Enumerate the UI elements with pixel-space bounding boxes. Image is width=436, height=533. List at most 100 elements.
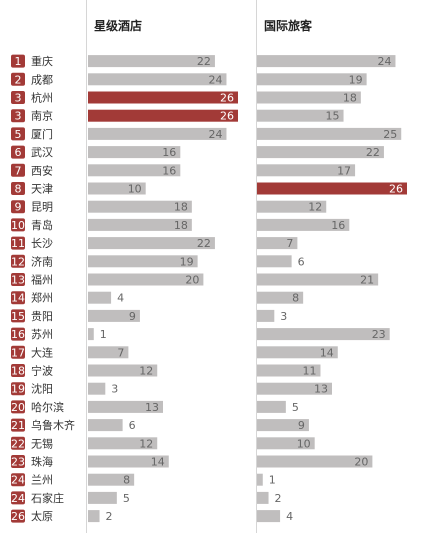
tourists-bar (257, 419, 309, 432)
tourists-bar (257, 91, 361, 104)
tourists-value-label: 22 (366, 146, 380, 159)
tourists-bar (257, 273, 379, 286)
ranking-rows: 1 重庆 22 242 成都 24 193 杭州 26 183 南京 26 155 厦门 24 256 武汉 16… (11, 54, 407, 523)
city-label: 天津 (31, 183, 53, 196)
tourists-value-label: 8 (292, 292, 299, 305)
tourists-bar (257, 437, 315, 450)
tourists-bar (257, 328, 390, 341)
hotels-value-label: 10 (128, 183, 142, 196)
hotels-bar (88, 491, 117, 504)
hotels-value-label: 3 (111, 383, 118, 396)
tourists-value-label: 17 (337, 164, 351, 177)
rank-badge (11, 72, 25, 86)
hotels-bar (88, 291, 112, 304)
rank-badge (11, 473, 25, 487)
rank-label: 21 (11, 419, 25, 432)
rank-badge (11, 109, 25, 123)
city-label: 郑州 (31, 291, 53, 305)
hotels-value-label: 19 (180, 255, 194, 268)
tourists-value-label: 10 (297, 437, 311, 450)
column-title-tourists: 国际旅客 (264, 18, 313, 33)
hotels-bar (88, 73, 227, 86)
rank-badge (11, 418, 25, 432)
chart-row: 12 济南 19 6 (11, 254, 305, 268)
hotels-value-label: 8 (123, 474, 130, 487)
hotels-value-label: 9 (129, 310, 136, 323)
rank-label: 1 (15, 55, 22, 68)
hotels-bar (88, 255, 198, 268)
hotels-value-label: 13 (145, 401, 159, 414)
rank-badge (11, 200, 25, 214)
tourists-bar (257, 182, 407, 195)
rank-label: 11 (11, 237, 25, 250)
hotels-value-label: 5 (123, 492, 130, 505)
hotels-bar (88, 473, 135, 486)
tourists-value-label: 13 (314, 383, 328, 396)
rank-label: 15 (11, 310, 25, 323)
chart-row: 1 重庆 22 24 (11, 54, 396, 68)
hotels-value-label: 22 (197, 55, 211, 68)
hotels-value-label: 16 (162, 164, 176, 177)
hotels-bar (88, 400, 163, 413)
rank-badge (11, 91, 25, 104)
chart-row: 26 太原 2 4 (11, 509, 293, 523)
tourists-bar (257, 473, 263, 486)
hotels-bar (88, 437, 158, 450)
chart-row: 8 天津 10 26 (11, 182, 407, 196)
city-label: 福州 (31, 273, 53, 287)
city-label: 宁波 (31, 364, 53, 378)
hotels-value-label: 1 (100, 328, 107, 341)
rank-label: 13 (11, 274, 25, 287)
chart-row: 16 苏州 1 23 (11, 327, 390, 341)
chart-row: 9 昆明 18 12 (11, 200, 327, 214)
rank-label: 24 (11, 492, 25, 505)
tourists-bar (257, 382, 332, 395)
rank-badge (11, 436, 25, 450)
tourists-value-label: 4 (286, 510, 293, 523)
city-label: 大连 (31, 345, 53, 359)
hotels-bar (88, 364, 158, 377)
rank-label: 5 (15, 128, 22, 141)
hotels-bar (88, 237, 215, 250)
chart-row: 6 武汉 16 22 (11, 145, 384, 159)
rank-badge (11, 364, 25, 377)
city-label: 太原 (31, 510, 53, 523)
city-label: 成都 (31, 73, 53, 86)
column-title-hotels: 星级酒店 (94, 18, 142, 33)
rank-label: 8 (15, 183, 22, 196)
city-label: 沈阳 (31, 382, 53, 396)
rank-badge (11, 382, 25, 396)
hotels-bar (88, 127, 227, 140)
rank-label: 9 (15, 201, 22, 214)
hotels-bar (88, 309, 140, 322)
chart-row: 7 西安 16 17 (11, 163, 356, 177)
hotels-bar (88, 273, 204, 286)
tourists-bar (257, 200, 327, 213)
tourists-bar (257, 400, 286, 413)
chart-row: 3 杭州 26 18 (11, 91, 361, 105)
tourists-value-label: 19 (349, 73, 363, 86)
hotels-bar (88, 182, 146, 195)
hotels-value-label: 6 (129, 419, 136, 432)
rank-label: 16 (11, 328, 25, 341)
tourists-value-label: 9 (298, 419, 305, 432)
hotels-bar (88, 510, 100, 523)
rank-label: 17 (11, 346, 25, 359)
chart-row: 20 哈尔滨 13 5 (11, 400, 299, 414)
tourists-bar (257, 455, 373, 468)
hotels-value-label: 22 (197, 237, 211, 250)
hotels-value-label: 18 (174, 201, 188, 214)
rank-label: 3 (15, 92, 22, 105)
tourists-bar (257, 291, 304, 304)
city-label: 贵阳 (31, 310, 53, 323)
tourists-value-label: 14 (320, 346, 334, 359)
tourists-value-label: 21 (360, 274, 374, 287)
rank-label: 12 (11, 255, 25, 268)
rank-badge (11, 327, 25, 341)
chart-row: 14 郑州 4 8 (11, 291, 304, 305)
rank-label: 3 (15, 110, 22, 123)
rank-badge (11, 273, 25, 286)
tourists-bar (257, 73, 367, 86)
chart-row: 5 厦门 24 25 (11, 127, 402, 141)
tourists-bar (257, 255, 292, 268)
